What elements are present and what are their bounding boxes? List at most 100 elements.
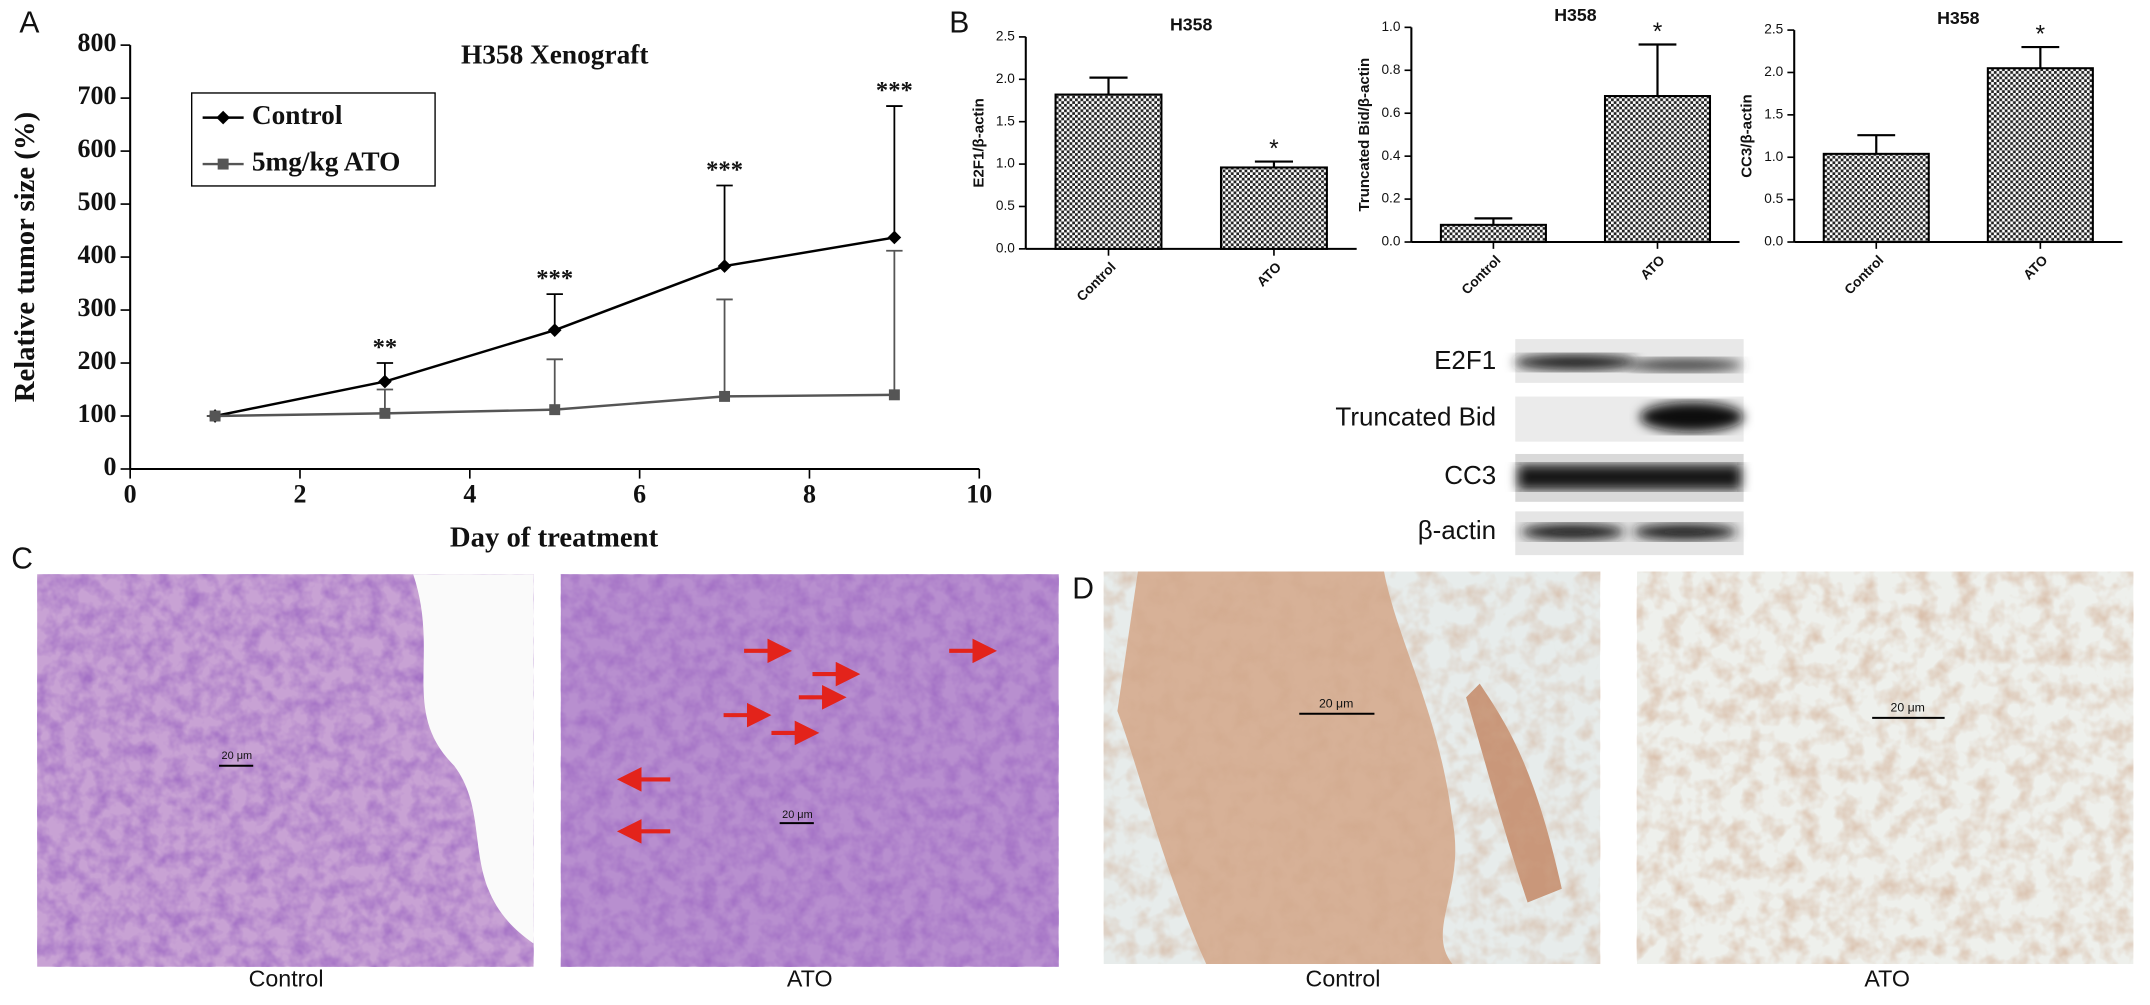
y-tick-label: 0.2 <box>1381 191 1400 206</box>
blot-label: E2F1 <box>1434 345 1496 375</box>
ihc-texture <box>1636 571 2134 964</box>
x-tick-label: 4 <box>463 479 476 508</box>
x-tick-label: ATO <box>1638 252 1668 282</box>
marker <box>378 374 392 389</box>
chart-title: H358 <box>1170 15 1213 35</box>
x-tick-label: Control <box>1459 252 1504 297</box>
significance: ** <box>373 334 398 361</box>
y-axis-label: Relative tumor size (%) <box>9 112 41 402</box>
blot-label: CC3 <box>1444 460 1496 490</box>
panel-label: A <box>19 7 39 40</box>
marker <box>887 230 902 245</box>
y-tick-label: 1.5 <box>996 113 1015 128</box>
image-caption: Control <box>249 966 324 992</box>
chart-title: H358 Xenograft <box>461 40 648 70</box>
significance: * <box>2036 22 2046 49</box>
x-tick-label: Control <box>1074 259 1119 304</box>
blot-label: Truncated Bid <box>1335 401 1496 431</box>
y-tick-label: 0.5 <box>996 198 1015 213</box>
marker <box>379 407 391 419</box>
legend-marker <box>217 158 229 170</box>
bar <box>1054 93 1163 250</box>
scale-label: 20 μm <box>1890 701 1924 715</box>
y-tick-label: 1.5 <box>1764 106 1783 121</box>
y-tick-label: 0.5 <box>1764 191 1783 206</box>
y-axis-label: Truncated Bid/β-actin <box>1356 58 1373 212</box>
significance: *** <box>536 265 573 292</box>
y-tick-label: 300 <box>78 293 117 322</box>
scale-label: 20 μm <box>222 750 253 762</box>
ihc-texture <box>1103 571 1601 964</box>
western-blot: E2F1 Truncated Bid CC3 β-actin <box>1335 339 1744 556</box>
y-tick-label: 1.0 <box>996 156 1015 171</box>
marker <box>547 323 562 338</box>
y-tick-label: 0 <box>104 452 117 481</box>
y-tick-label: 1.0 <box>1764 149 1783 164</box>
panel-label: C <box>11 543 33 576</box>
significance: *** <box>706 156 743 183</box>
marker <box>549 404 561 416</box>
y-tick-label: 0.4 <box>1381 148 1400 163</box>
y-tick-label: 0.0 <box>996 240 1015 255</box>
marker <box>888 389 900 401</box>
y-tick-label: 2.5 <box>1764 22 1783 37</box>
blot-band <box>1639 402 1744 433</box>
histology-ihc: 20 μm Control 20 μm ATO <box>1103 571 2134 992</box>
arrows <box>616 638 998 844</box>
bar <box>1822 152 1930 244</box>
scale-label: 20 μm <box>782 809 813 821</box>
image-caption: Control <box>1306 966 1381 992</box>
y-tick-label: 500 <box>78 187 117 216</box>
legend-label: Control <box>252 100 343 130</box>
y-tick-label: 600 <box>78 134 117 163</box>
y-tick-label: 2.0 <box>1764 64 1783 79</box>
y-tick-label: 800 <box>78 28 117 57</box>
y-tick-label: 2.5 <box>996 29 1015 44</box>
y-axis-label: CC3/β-actin <box>1739 94 1756 178</box>
bar <box>1219 166 1328 250</box>
image-caption: ATO <box>787 966 833 992</box>
marker <box>209 410 221 422</box>
histology-he: 20 μm Control 20 μm ATO <box>37 574 1059 992</box>
marker <box>719 390 731 402</box>
blot-band <box>1520 523 1625 541</box>
significance: * <box>1269 136 1279 163</box>
x-tick-label: ATO <box>1254 259 1284 289</box>
x-tick-label: 8 <box>803 479 816 508</box>
y-tick-label: 700 <box>78 81 117 110</box>
significance: *** <box>876 77 913 104</box>
legend-box <box>191 92 436 187</box>
image-caption: ATO <box>1864 966 1910 992</box>
x-tick-label: 0 <box>124 479 137 508</box>
x-axis-label: Day of treatment <box>450 522 659 554</box>
y-tick-label: 400 <box>78 240 117 269</box>
blot-band <box>1632 523 1737 541</box>
chart-title: H358 <box>1937 8 1980 28</box>
blot-band <box>1627 358 1743 372</box>
panel-label: B <box>949 7 969 40</box>
panel-label: D <box>1072 573 1094 606</box>
bar <box>1986 67 2094 244</box>
legend-label: 5mg/kg ATO <box>252 146 401 176</box>
scale-label: 20 μm <box>1319 696 1353 710</box>
y-tick-label: 0.6 <box>1381 105 1400 120</box>
marker <box>717 259 732 273</box>
y-tick-label: 2.0 <box>996 71 1015 86</box>
bar <box>1603 95 1712 244</box>
significance: * <box>1653 19 1663 46</box>
y-tick-label: 100 <box>78 399 117 428</box>
x-tick-label: 10 <box>966 479 992 508</box>
legend-marker <box>216 110 230 125</box>
y-axis-label: E2F1/β-actin <box>970 98 987 187</box>
y-tick-label: 0.0 <box>1381 234 1400 249</box>
blot-label: β-actin <box>1418 515 1496 545</box>
x-tick-label: 2 <box>293 479 306 508</box>
he-texture <box>560 574 1059 967</box>
lumen <box>413 574 534 944</box>
y-tick-label: 200 <box>78 346 117 375</box>
x-tick-label: Control <box>1841 252 1886 297</box>
blot-band <box>1518 464 1741 490</box>
x-tick-label: 6 <box>633 479 646 508</box>
